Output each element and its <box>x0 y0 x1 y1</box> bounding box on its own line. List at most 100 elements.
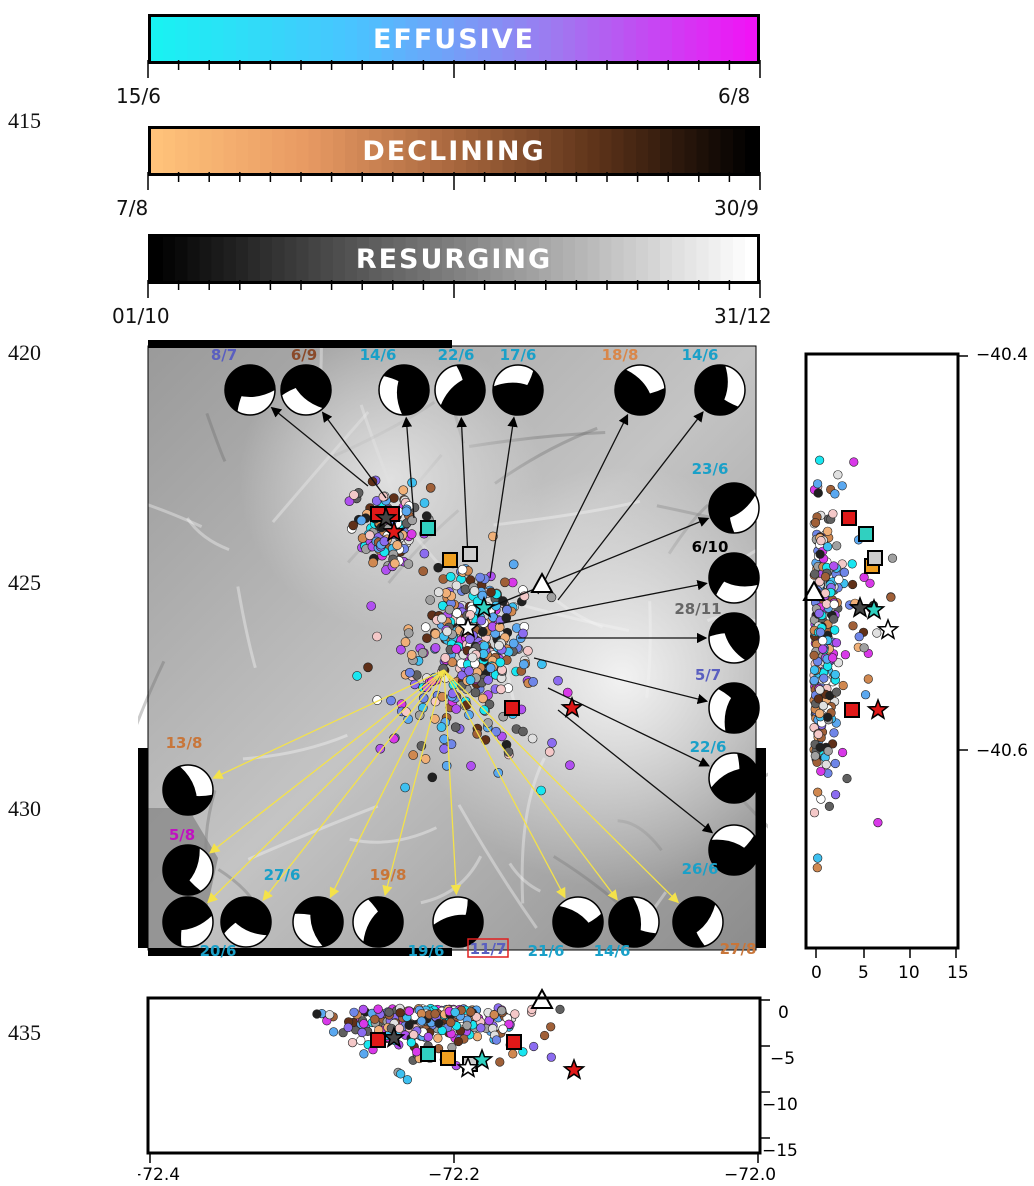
focal-mechanism-beachball <box>162 844 214 896</box>
depth-point <box>472 1031 483 1042</box>
event-star-marker <box>456 1055 480 1078</box>
depth-point <box>347 1037 358 1048</box>
depth-point <box>816 536 826 546</box>
depth-point <box>838 680 848 691</box>
earthquake-point <box>425 595 436 605</box>
line-number-435: 435 <box>8 1020 41 1045</box>
depth-point <box>497 1006 507 1016</box>
depth-point <box>815 685 825 695</box>
earthquake-point <box>518 726 528 737</box>
depth-point <box>830 790 841 800</box>
event-star-marker <box>382 1025 406 1048</box>
resurging-colorbar-title: RESURGING <box>355 243 553 275</box>
depth-point <box>834 574 844 584</box>
bottom-xtick-1: −72.4 <box>138 1165 180 1184</box>
depth-point <box>409 1030 419 1040</box>
earthquake-point <box>439 743 449 754</box>
focal-mechanism-date-label: 21/6 <box>528 942 565 958</box>
earthquake-point <box>417 648 428 658</box>
arrow-12 <box>557 709 714 834</box>
depth-point <box>829 561 839 571</box>
depth-point <box>873 818 883 828</box>
depth-point <box>495 1057 505 1067</box>
right-xtick-4: 15 <box>947 963 969 983</box>
line-number-415: 415 <box>8 108 41 133</box>
earthquake-point <box>406 650 417 660</box>
depth-point <box>546 1022 556 1032</box>
arrow-11 <box>547 687 710 767</box>
bottom-ytick-1: 0 <box>778 1003 789 1023</box>
declining-start-label: 7/8 <box>116 196 149 220</box>
depth-point <box>816 766 826 776</box>
earthquake-point <box>508 638 519 649</box>
focal-mechanism-date-label: 6/9 <box>291 346 317 364</box>
earthquake-point <box>508 559 519 570</box>
focal-mechanism-date-label: 19/8 <box>370 866 407 884</box>
depth-point <box>813 787 823 797</box>
arrow-3 <box>456 416 469 559</box>
focal-mechanism-beachball <box>280 364 332 416</box>
focal-mechanism-date-label: 5/8 <box>169 826 195 844</box>
focal-mechanism-date-label: 8/7 <box>211 346 237 364</box>
depth-point <box>491 1035 502 1045</box>
earthquake-point <box>392 540 403 550</box>
focal-mechanism-beachball <box>220 896 272 948</box>
depth-point <box>832 541 842 551</box>
depth-point <box>508 1049 518 1059</box>
depth-point <box>396 1069 406 1079</box>
depth-point <box>812 863 822 873</box>
focal-mechanism-date-label: 18/8 <box>602 346 639 364</box>
line-number-430: 430 <box>8 796 41 821</box>
focal-mechanism-date-label: 28/11 <box>674 600 721 618</box>
depth-point <box>529 1041 539 1052</box>
earthquake-point <box>553 675 563 686</box>
focal-mechanism-beachball <box>614 364 666 416</box>
earthquake-point <box>375 743 386 754</box>
station-square-marker <box>844 702 860 718</box>
depth-point <box>818 701 828 711</box>
earthquake-point <box>403 628 414 638</box>
depth-point <box>510 1009 520 1019</box>
depth-point <box>833 470 843 480</box>
earthquake-point <box>422 633 432 644</box>
depth-point <box>837 481 847 491</box>
focal-mechanism-beachball <box>434 364 486 416</box>
depth-point <box>813 729 823 739</box>
resurging-start-label: 01/10 <box>112 304 170 328</box>
right-xtick-1: 0 <box>811 963 822 983</box>
focal-mechanism-beachball <box>162 764 214 816</box>
earthquake-point <box>500 577 510 588</box>
bottom-xtick-2: −72.2 <box>428 1165 480 1184</box>
depth-point <box>813 488 823 498</box>
depth-point <box>462 1020 472 1031</box>
event-star-marker <box>374 505 398 528</box>
earthquake-point <box>496 684 506 695</box>
depth-point <box>412 1047 422 1057</box>
depth-point <box>842 773 852 784</box>
depth-point <box>546 1052 556 1062</box>
depth-point <box>823 542 833 552</box>
depth-point <box>406 1037 416 1048</box>
earthquake-point <box>547 738 557 748</box>
depth-point <box>818 636 828 646</box>
focal-mechanism-beachball <box>352 896 404 948</box>
focal-mechanism-date-label: 22/6 <box>690 738 727 756</box>
focal-mechanism-date-label: 20/6 <box>200 942 237 958</box>
earthquake-point <box>418 693 429 704</box>
depth-point <box>815 708 825 719</box>
earthquake-point <box>430 629 441 639</box>
earthquake-point <box>352 671 362 681</box>
earthquake-point <box>464 666 474 676</box>
arrow-19 <box>443 669 462 896</box>
depth-point <box>809 808 820 818</box>
colorbar-ticks <box>147 60 761 298</box>
depth-point <box>815 455 825 465</box>
focal-mechanism-date-label: 14/6 <box>594 942 631 958</box>
depth-point <box>848 621 858 631</box>
earthquake-point <box>439 734 449 745</box>
focal-mechanism-date-label: 27/8 <box>720 940 757 958</box>
depth-point <box>810 569 820 579</box>
depth-point <box>349 1007 359 1017</box>
earthquake-point <box>457 564 468 575</box>
earthquake-point <box>518 628 528 639</box>
